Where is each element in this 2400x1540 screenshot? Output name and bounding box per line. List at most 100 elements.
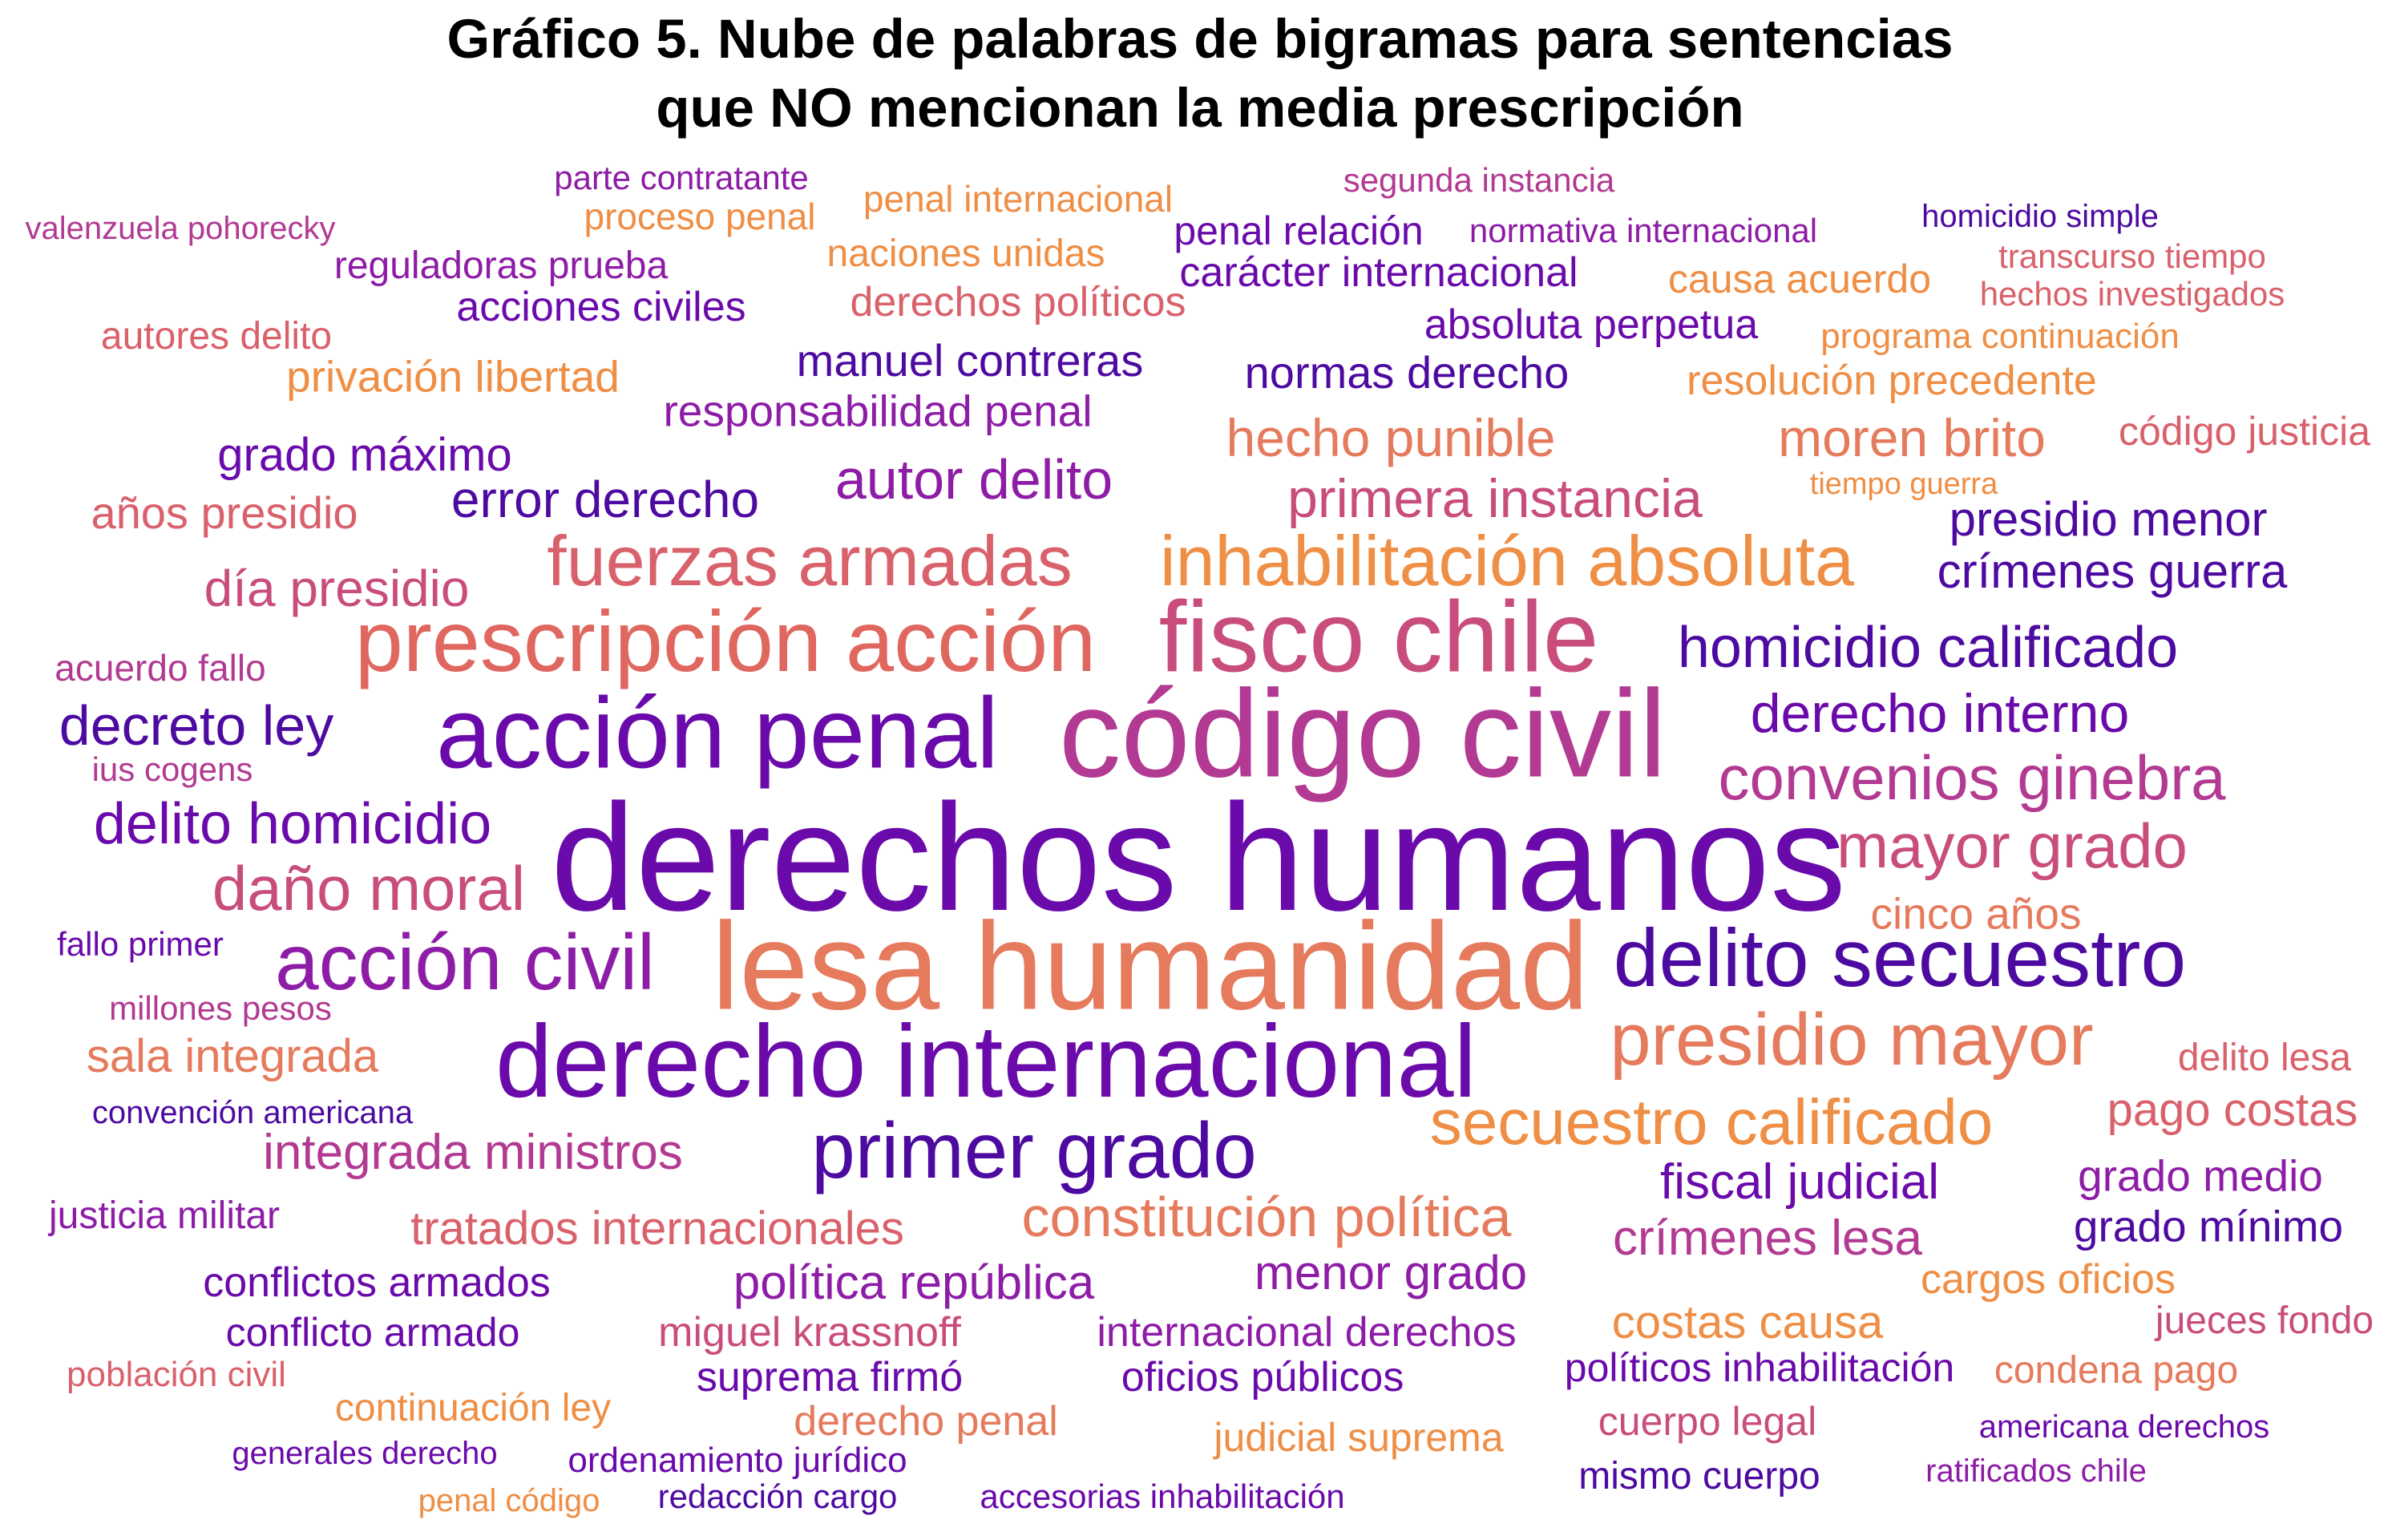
word-suprema-firmo: suprema firmó	[696, 1354, 964, 1401]
word-acciones-civiles: acciones civiles	[456, 284, 746, 330]
word-tratados-internacionales: tratados internacionales	[410, 1202, 904, 1255]
word-ordenamiento-juridico: ordenamiento jurídico	[568, 1441, 907, 1480]
word-secuestro-calificado: secuestro calificado	[1429, 1086, 1994, 1158]
chart-title: Gráfico 5. Nube de palabras de bigramas …	[0, 5, 2400, 143]
word-derecho-penal: derecho penal	[794, 1398, 1058, 1445]
word-programa-continuacion: programa continuación	[1820, 317, 2180, 356]
word-penal-relacion: penal relación	[1174, 208, 1424, 253]
word-redaccion-cargo: redacción cargo	[657, 1477, 898, 1515]
word-ius-cogens: ius cogens	[91, 750, 253, 788]
word-proceso-penal: proceso penal	[584, 196, 816, 237]
word-autores-delito: autores delito	[100, 315, 333, 358]
word-convenios-ginebra: convenios ginebra	[1718, 742, 2226, 813]
word-decreto-ley: decreto ley	[59, 694, 334, 757]
word-segunda-instancia: segunda instancia	[1343, 161, 1615, 199]
word-penal-internacional: penal internacional	[863, 178, 1174, 220]
word-manuel-contreras: manuel contreras	[796, 335, 1144, 386]
word-hechos-investigados: hechos investigados	[1979, 275, 2285, 313]
word-poblacion-civil: población civil	[67, 1355, 286, 1394]
word-constitucion-politica: constitución política	[1021, 1186, 1512, 1248]
word-judicial-suprema: judicial suprema	[1214, 1415, 1504, 1460]
word-delito-secuestro: delito secuestro	[1613, 912, 2187, 1004]
word-grado-maximo: grado máximo	[217, 429, 512, 481]
word-millones-pesos: millones pesos	[109, 989, 332, 1027]
word-generales-derecho: generales derecho	[232, 1436, 498, 1471]
word-normas-derecho: normas derecho	[1244, 347, 1570, 398]
word-absoluta-perpetua: absoluta perpetua	[1424, 301, 1759, 348]
word-anos-presidio: años presidio	[91, 487, 358, 538]
word-continuacion-ley: continuación ley	[334, 1387, 612, 1429]
word-ratificados-chile: ratificados chile	[1925, 1453, 2147, 1489]
word-resolucion-precedente: resolución precedente	[1687, 358, 2097, 404]
word-fiscal-judicial: fiscal judicial	[1659, 1154, 1940, 1210]
word-derecho-internacional: derecho internacional	[495, 1004, 1477, 1119]
word-codigo-civil: código civil	[1058, 664, 1667, 803]
word-derechos-humanos: derechos humanos	[550, 773, 1847, 943]
word-crimenes-guerra: crímenes guerra	[1937, 544, 2288, 598]
word-fallo-primer: fallo primer	[57, 925, 224, 963]
word-condena-pago: condena pago	[1994, 1349, 2239, 1392]
word-conflictos-armados: conflictos armados	[203, 1259, 551, 1306]
word-presidio-menor: presidio menor	[1949, 492, 2268, 546]
word-inhabilitacion-absoluta: inhabilitación absoluta	[1160, 521, 1854, 600]
word-sala-integrada: sala integrada	[86, 1030, 379, 1082]
word-conflicto-armado: conflicto armado	[225, 1310, 520, 1355]
word-accion-civil: acción civil	[275, 918, 655, 1006]
chart-title-line-2: que NO mencionan la media prescripción	[656, 77, 1744, 139]
word-cinco-anos: cinco años	[1870, 888, 2082, 939]
word-valenzuela-pohorecky: valenzuela pohorecky	[25, 211, 336, 246]
word-penal-codigo: penal código	[418, 1483, 600, 1518]
word-grado-medio: grado medio	[2078, 1150, 2323, 1201]
word-causa-acuerdo: causa acuerdo	[1667, 257, 1932, 301]
word-prescripcion-accion: prescripción acción	[354, 592, 1097, 689]
word-dano-moral: daño moral	[212, 853, 526, 924]
word-mismo-cuerpo: mismo cuerpo	[1578, 1455, 1820, 1498]
word-derechos-politicos: derechos políticos	[850, 279, 1186, 325]
word-tiempo-guerra: tiempo guerra	[1809, 467, 1998, 501]
word-crimenes-lesa: crímenes lesa	[1613, 1211, 1922, 1266]
word-reguladoras-prueba: reguladoras prueba	[333, 245, 669, 287]
word-responsabilidad-penal: responsabilidad penal	[663, 386, 1093, 436]
word-error-derecho: error derecho	[451, 471, 760, 528]
word-integrada-ministros: integrada ministros	[263, 1125, 683, 1180]
word-homicidio-calificado: homicidio calificado	[1677, 616, 2179, 680]
word-moren-brito: moren brito	[1778, 408, 2046, 467]
chart-title-line-1: Gráfico 5. Nube de palabras de bigramas …	[446, 8, 1954, 70]
word-autor-delito: autor delito	[834, 448, 1113, 511]
word-americana-derechos: americana derechos	[1978, 1409, 2270, 1445]
word-miguel-krassnoff: miguel krassnoff	[658, 1309, 961, 1356]
word-parte-contratante: parte contratante	[554, 159, 809, 196]
word-caracter-internacional: carácter internacional	[1179, 249, 1578, 296]
word-primera-instancia: primera instancia	[1287, 468, 1703, 529]
word-homicidio-simple: homicidio simple	[1921, 199, 2159, 234]
word-normativa-internacional: normativa internacional	[1469, 212, 1818, 249]
word-convencion-americana: convención americana	[91, 1095, 414, 1130]
word-grado-minimo: grado mínimo	[2073, 1201, 2344, 1251]
word-transcurso-tiempo: transcurso tiempo	[1998, 237, 2266, 275]
word-costas-causa: costas causa	[1611, 1296, 1884, 1348]
word-acuerdo-fallo: acuerdo fallo	[55, 647, 266, 689]
word-politica-republica: política república	[733, 1255, 1095, 1309]
word-fisco-chile: fisco chile	[1158, 581, 1599, 693]
word-codigo-justicia: código justicia	[2118, 409, 2371, 454]
word-primer-grado: primer grado	[811, 1106, 1257, 1194]
word-presidio-mayor: presidio mayor	[1610, 999, 2094, 1081]
word-oficios-publicos: oficios públicos	[1121, 1354, 1404, 1401]
word-politicos-inhabilitacion: políticos inhabilitación	[1564, 1345, 1955, 1390]
word-cuerpo-legal: cuerpo legal	[1598, 1399, 1817, 1444]
word-pago-costas: pago costas	[2107, 1084, 2358, 1136]
word-justicia-militar: justicia militar	[48, 1194, 281, 1237]
word-accesorias-inhabilitacion: accesorias inhabilitación	[980, 1477, 1345, 1515]
word-derecho-interno: derecho interno	[1750, 683, 2130, 744]
word-delito-homicidio: delito homicidio	[93, 792, 492, 856]
word-menor-grado: menor grado	[1254, 1246, 1528, 1300]
word-fuerzas-armadas: fuerzas armadas	[547, 521, 1073, 600]
word-dia-presidio: día presidio	[204, 560, 470, 617]
word-internacional-derechos: internacional derechos	[1097, 1309, 1517, 1356]
word-naciones-unidas: naciones unidas	[826, 232, 1105, 275]
word-lesa-humanidad: lesa humanidad	[711, 896, 1590, 1036]
word-accion-penal: acción penal	[436, 677, 999, 790]
word-privacion-libertad: privación libertad	[286, 351, 620, 402]
word-cargos-oficios: cargos oficios	[1921, 1256, 2176, 1303]
